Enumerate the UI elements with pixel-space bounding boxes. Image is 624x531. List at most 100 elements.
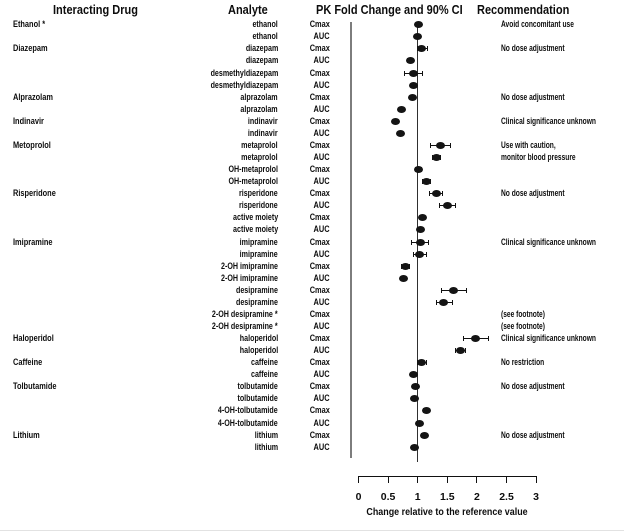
analyte-label: tolbutamide: [237, 381, 278, 393]
ci-cap-low: [429, 191, 430, 197]
analyte-label: indinavir: [248, 115, 278, 127]
pk-parameter-label: AUC: [313, 55, 330, 67]
drug-label: Lithium: [13, 429, 40, 441]
analyte-label: lithium: [254, 441, 278, 453]
recommendation-label: No restriction: [501, 357, 545, 369]
point-marker: [415, 238, 425, 246]
ci-cap-low: [429, 142, 431, 148]
pk-parameter-label: AUC: [313, 272, 330, 284]
pk-parameter-label: Cmax: [309, 284, 330, 296]
ci-cap-high: [455, 203, 457, 209]
ci-cap-low: [455, 348, 457, 354]
drug-label: Tolbutamide: [13, 381, 57, 393]
pk-parameter-label: Cmax: [309, 164, 330, 175]
pk-parameter-label: Cmax: [309, 188, 330, 200]
drug-label: Risperidone: [13, 188, 56, 200]
point-marker: [396, 129, 405, 137]
point-marker: [455, 347, 465, 355]
analyte-label: OH-metaprolol: [228, 164, 278, 175]
point-marker: [413, 33, 423, 41]
ci-cap-high: [465, 348, 467, 354]
point-marker: [470, 335, 480, 342]
pk-parameter-label: AUC: [313, 127, 330, 139]
pk-parameter-label: AUC: [313, 224, 330, 236]
point-marker: [417, 359, 427, 367]
point-marker: [419, 431, 429, 439]
pk-parameter-label: Cmax: [309, 43, 330, 55]
ci-cap-low: [462, 336, 464, 341]
drug-label: Haloperidol: [13, 333, 54, 344]
point-marker: [407, 93, 417, 101]
axis-tick-label: 0.5: [380, 491, 396, 503]
axis-tick: [506, 476, 507, 483]
ci-cap-high: [465, 287, 467, 293]
point-marker: [409, 371, 419, 379]
analyte-label: ethanol: [252, 31, 278, 43]
ci-cap-low: [412, 251, 414, 257]
pk-parameter-label: AUC: [313, 417, 330, 429]
analyte-label: indinavir: [248, 127, 278, 139]
column-header-analyte: Analyte: [228, 3, 268, 17]
pk-parameter-label: AUC: [313, 369, 330, 381]
analyte-label: ethanol: [252, 19, 278, 31]
recommendation-label: (see footnote): [501, 308, 545, 320]
pk-parameter-label: Cmax: [309, 333, 330, 344]
analyte-label: metaprolol: [241, 152, 278, 163]
ci-cap-high: [425, 251, 427, 257]
pk-parameter-label: AUC: [313, 441, 330, 453]
analyte-label: diazepam: [245, 55, 278, 67]
ci-cap-low: [435, 299, 437, 305]
recommendation-label: No dose adjustment: [501, 43, 565, 55]
pk-parameter-label: Cmax: [309, 308, 330, 320]
pk-parameter-label: AUC: [313, 103, 330, 115]
analyte-label: active moiety: [232, 212, 278, 224]
axis-tick: [535, 476, 537, 483]
analyte-label: desmethyldiazepam: [210, 67, 278, 79]
recommendation-label: No dose adjustment: [501, 91, 565, 103]
pk-parameter-label: AUC: [313, 345, 330, 357]
recommendation-label: Clinical significance unknown: [501, 333, 596, 344]
point-marker: [410, 443, 420, 451]
pk-parameter-label: Cmax: [309, 260, 330, 272]
pk-parameter-label: Cmax: [309, 357, 330, 369]
pk-parameter-label: AUC: [313, 393, 330, 405]
recommendation-label: No dose adjustment: [501, 429, 565, 441]
point-marker: [390, 117, 400, 125]
analyte-label: risperidone: [239, 188, 278, 200]
analyte-label: diazepam: [245, 43, 278, 55]
analyte-label: alprazolam: [240, 103, 278, 115]
pk-parameter-label: Cmax: [309, 236, 330, 248]
recommendation-label: Clinical significance unknown: [501, 115, 596, 127]
analyte-label: caffeine: [251, 357, 278, 369]
point-marker: [431, 190, 441, 198]
analyte-label: metaprolol: [241, 139, 278, 151]
ci-cap-high: [426, 46, 428, 52]
ci-cap-high: [426, 360, 428, 366]
point-marker: [409, 81, 419, 89]
recommendation-label: (see footnote): [501, 320, 545, 332]
pk-parameter-label: Cmax: [309, 19, 330, 31]
analyte-label: risperidone: [239, 200, 278, 212]
point-marker: [411, 383, 421, 391]
pk-parameter-label: Cmax: [309, 115, 330, 127]
recommendation-label: No dose adjustment: [501, 188, 565, 200]
analyte-label: 2-OH desipramine *: [212, 320, 278, 332]
analyte-label: desipramine: [236, 284, 278, 296]
point-marker: [417, 214, 427, 222]
pk-parameter-label: AUC: [313, 79, 330, 91]
analyte-label: lithium: [254, 429, 278, 441]
column-header-interacting-drug: Interacting Drug: [53, 3, 138, 17]
ci-cap-low: [416, 360, 418, 366]
analyte-label: haloperidol: [239, 333, 278, 344]
axis-frame-line: [349, 22, 352, 458]
pk-parameter-label: Cmax: [309, 91, 330, 103]
point-marker: [413, 21, 423, 29]
point-marker: [432, 154, 442, 161]
column-header-recommendation: Recommendation: [477, 3, 570, 17]
drug-label: Caffeine: [13, 357, 43, 369]
pk-parameter-label: AUC: [313, 200, 330, 212]
pk-parameter-label: Cmax: [309, 405, 330, 417]
ci-cap-low: [411, 239, 413, 245]
pk-parameter-label: AUC: [313, 31, 330, 43]
